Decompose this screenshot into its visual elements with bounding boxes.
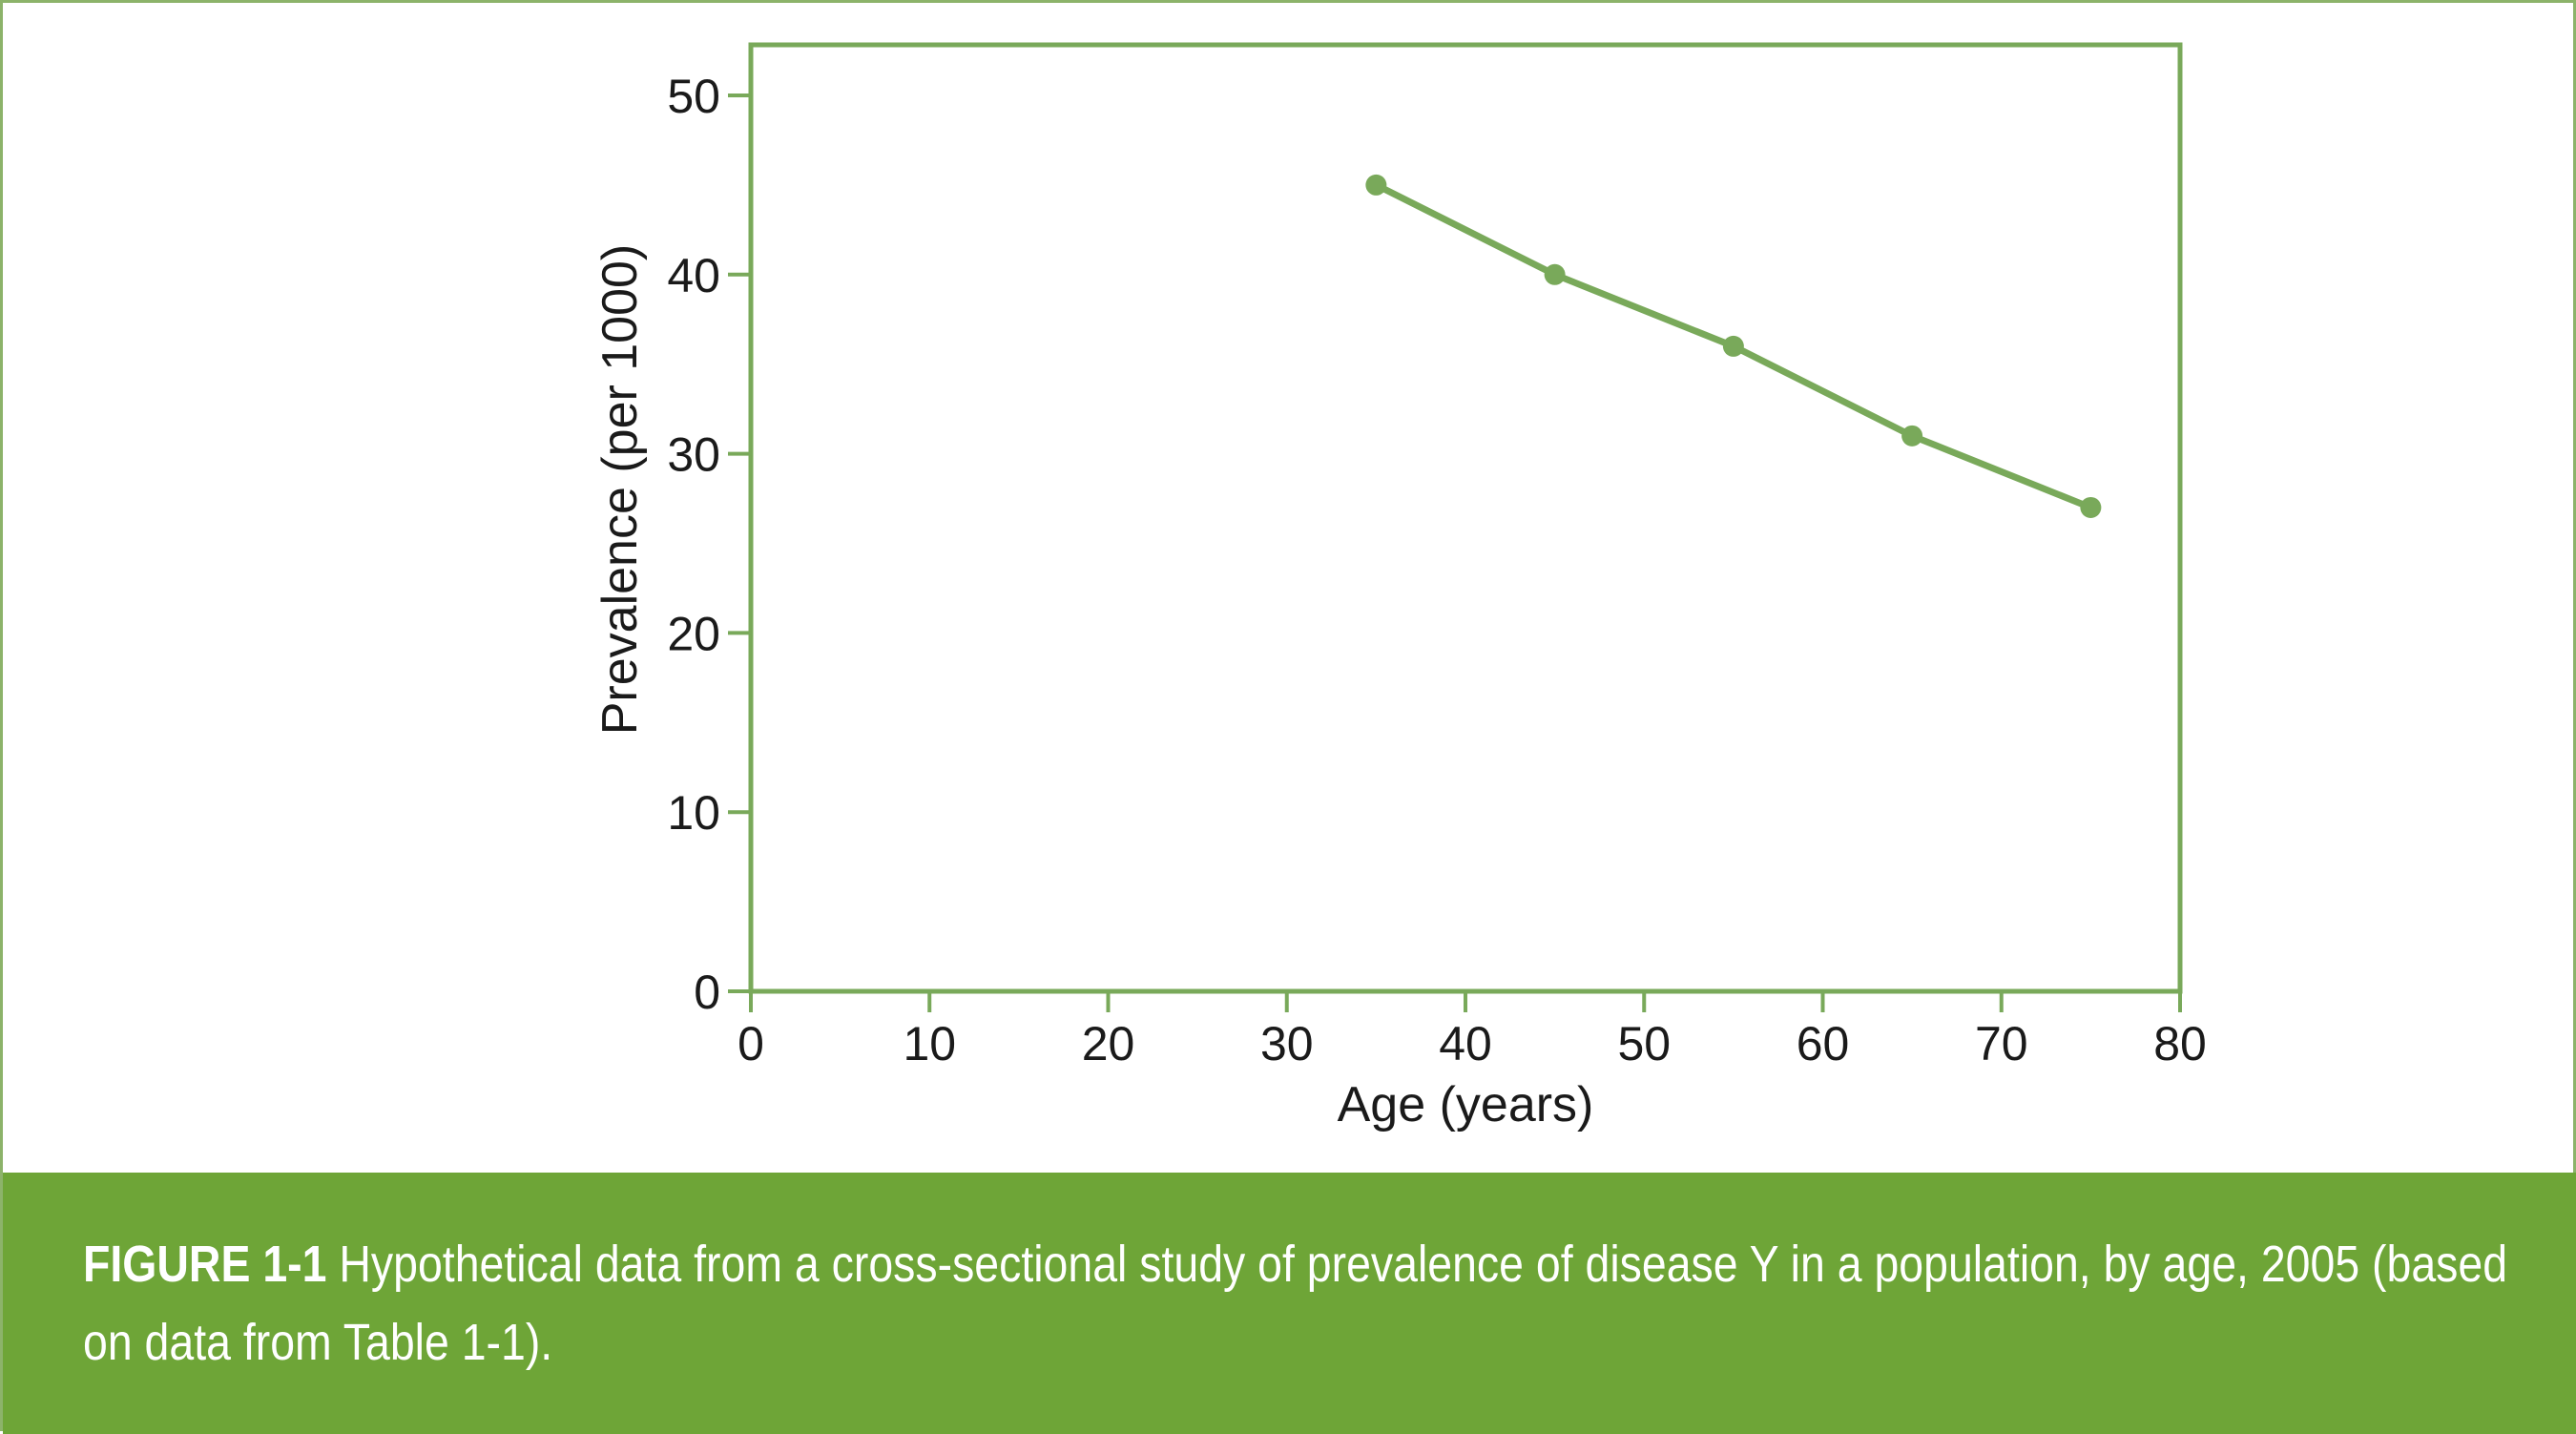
x-tick-label: 0 [737, 1017, 764, 1070]
x-tick-label: 20 [1082, 1017, 1135, 1070]
x-tick-label: 10 [903, 1017, 956, 1070]
x-tick-label: 30 [1260, 1017, 1314, 1070]
figure-caption: FIGURE 1-1 Hypothetical data from a cros… [3, 1173, 2576, 1434]
chart-area: 0 10 20 30 40 50 60 70 80 0 10 20 30 40 50 Age (years) P… [3, 3, 2576, 1173]
data-point [2080, 496, 2102, 518]
y-axis-title: Prevalence (per 1000) [592, 244, 648, 736]
plot-frame [748, 42, 2183, 994]
prevalence-line-chart: 0 10 20 30 40 50 60 70 80 0 10 20 30 40 50 Age (years) P… [592, 42, 2207, 1133]
data-point [1544, 263, 1566, 285]
x-axis-title: Age (years) [1338, 1077, 1594, 1133]
x-tick-label: 70 [1975, 1017, 2028, 1070]
x-tick-label: 40 [1439, 1017, 1492, 1070]
data-point [1365, 174, 1387, 196]
y-tick-label: 10 [667, 786, 720, 840]
y-tick-label: 40 [667, 249, 720, 302]
caption-text: FIGURE 1-1 Hypothetical data from a cros… [83, 1225, 2520, 1382]
y-tick-label: 30 [667, 428, 720, 482]
data-point [1722, 335, 1744, 357]
y-tick-label: 20 [667, 607, 720, 660]
y-tick-label: 50 [667, 70, 720, 123]
caption-label: FIGURE 1-1 [83, 1236, 327, 1293]
data-point [1901, 425, 1923, 447]
x-tick-label: 80 [2153, 1017, 2207, 1070]
caption-body: Hypothetical data from a cross-sectional… [83, 1236, 2508, 1371]
x-tick-label: 50 [1617, 1017, 1671, 1070]
x-tick-label: 60 [1797, 1017, 1850, 1070]
y-tick-label: 0 [694, 966, 720, 1019]
